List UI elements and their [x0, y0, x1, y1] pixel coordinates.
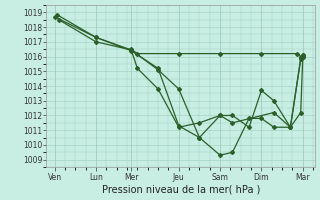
X-axis label: Pression niveau de la mer( hPa ): Pression niveau de la mer( hPa )	[102, 184, 260, 194]
